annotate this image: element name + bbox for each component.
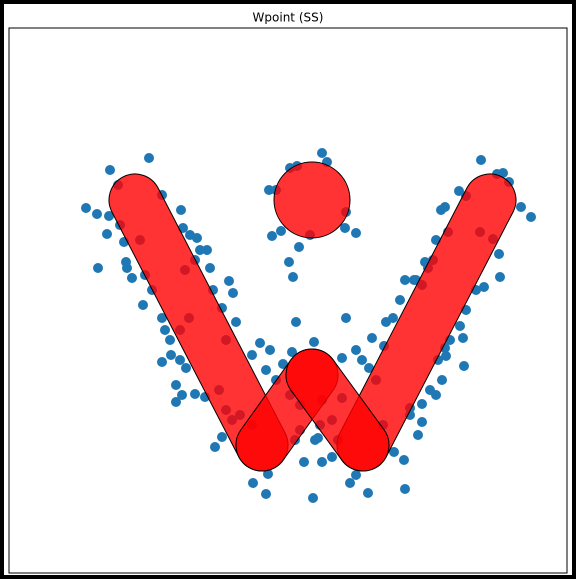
point (400, 275, 410, 285)
point (267, 231, 277, 241)
point (454, 186, 464, 196)
point (121, 257, 131, 267)
point (127, 273, 137, 283)
point (248, 478, 258, 488)
point (157, 313, 167, 323)
point (287, 347, 297, 357)
point (308, 493, 318, 503)
point (459, 361, 469, 371)
point (516, 202, 526, 212)
point (413, 430, 423, 440)
point (351, 470, 361, 480)
point (476, 155, 486, 165)
point (261, 489, 271, 499)
point (417, 399, 427, 409)
point (389, 447, 399, 457)
point (340, 223, 350, 233)
point (144, 153, 154, 163)
point (498, 168, 508, 178)
point (337, 353, 347, 363)
point (431, 390, 441, 400)
point (317, 457, 327, 467)
point (441, 351, 451, 361)
circle-shape (273, 161, 351, 239)
point (294, 242, 304, 252)
point (171, 397, 181, 407)
point (224, 276, 234, 286)
point (160, 325, 170, 335)
point (265, 345, 275, 355)
point (177, 390, 187, 400)
point (264, 185, 274, 195)
point (351, 345, 361, 355)
point (351, 228, 361, 238)
point (317, 148, 327, 158)
axes-frame (8, 27, 568, 574)
point (217, 432, 227, 442)
point (363, 488, 373, 498)
point (437, 375, 447, 385)
point (192, 233, 202, 243)
point (93, 263, 103, 273)
point (313, 433, 323, 443)
point (255, 338, 265, 348)
point (479, 282, 489, 292)
capsule-shape (285, 348, 390, 472)
point (357, 355, 367, 365)
point (102, 229, 112, 239)
point (400, 484, 410, 494)
point (278, 359, 288, 369)
point (247, 350, 257, 360)
point (367, 333, 377, 343)
point (171, 380, 181, 390)
point (399, 455, 409, 465)
point (138, 300, 148, 310)
point (494, 249, 504, 259)
point (364, 363, 374, 373)
point (166, 350, 176, 360)
point (81, 203, 91, 213)
point (228, 288, 238, 298)
point (495, 272, 505, 282)
point (309, 337, 319, 347)
point (291, 317, 301, 327)
point (341, 313, 351, 323)
point (440, 202, 450, 212)
point (181, 363, 191, 373)
point (92, 209, 102, 219)
point (299, 457, 309, 467)
point (455, 321, 465, 331)
point (458, 333, 468, 343)
point (345, 478, 355, 488)
point (284, 257, 294, 267)
point (417, 417, 427, 427)
point (288, 272, 298, 282)
point (165, 335, 175, 345)
point (263, 469, 273, 479)
point (190, 389, 200, 399)
point (526, 212, 536, 222)
point (157, 357, 167, 367)
point (261, 365, 271, 375)
point (176, 205, 186, 215)
point (395, 295, 405, 305)
point (327, 452, 337, 462)
point (195, 245, 205, 255)
point (231, 317, 241, 327)
point (388, 313, 398, 323)
point (202, 245, 212, 255)
point (276, 226, 286, 236)
point (205, 263, 215, 273)
point (104, 211, 114, 221)
point (105, 165, 115, 175)
point (210, 442, 220, 452)
plot-area (81, 148, 536, 503)
point (175, 355, 185, 365)
chart-title: Wpoint (SS) (253, 11, 324, 25)
